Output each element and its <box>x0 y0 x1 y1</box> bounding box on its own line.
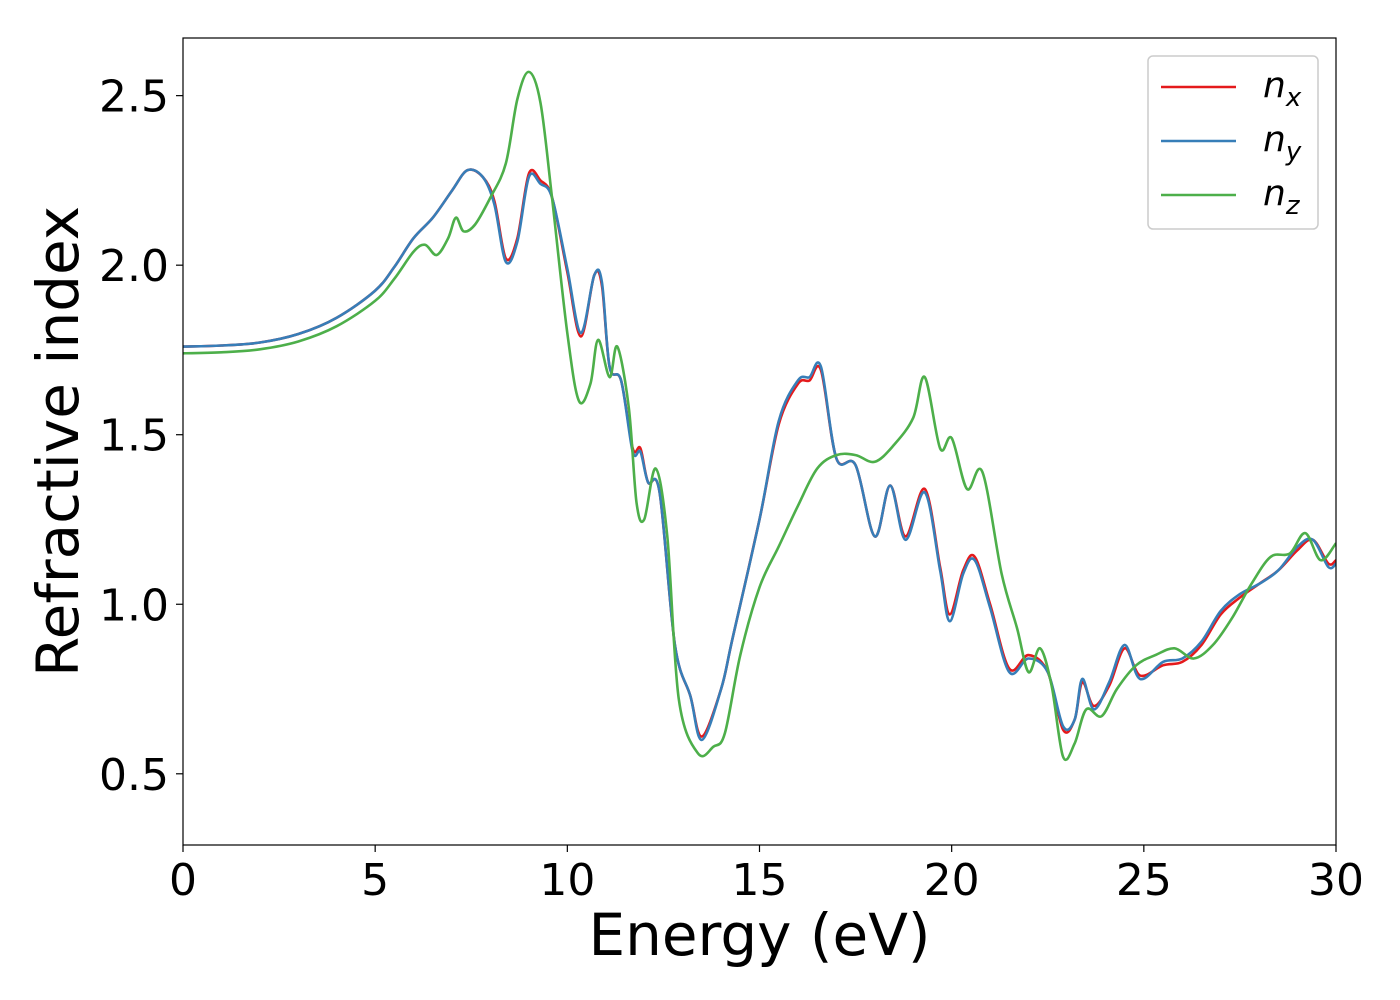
x-tick-label: 20 <box>924 855 980 906</box>
y-tick-label: 0.5 <box>99 750 169 801</box>
legend-box <box>1147 55 1319 230</box>
series-layer <box>183 70 1336 762</box>
y-tick-label: 2.0 <box>99 241 169 292</box>
ticks-layer: 0 5 10 15 20 25 30 0.5 1.0 1.5 2.0 2.5 <box>99 72 1364 906</box>
y-tick-label: 2.5 <box>99 72 169 123</box>
x-tick-label: 0 <box>169 855 197 906</box>
legend-subscript: y <box>1285 137 1302 167</box>
series-line-ny <box>183 168 1336 742</box>
x-tick-label: 30 <box>1308 855 1364 906</box>
x-tick-label: 15 <box>732 855 788 906</box>
legend-subscript: x <box>1285 83 1302 113</box>
x-axis-label: Energy (eV) <box>588 901 930 969</box>
series-line-nz <box>183 70 1336 762</box>
y-tick-label: 1.0 <box>99 580 169 631</box>
y-tick-label: 1.5 <box>99 411 169 462</box>
x-tick-label: 25 <box>1116 855 1172 906</box>
x-tick-label: 10 <box>539 855 595 906</box>
x-tick-label: 5 <box>361 855 389 906</box>
y-axis-label: Refractive index <box>24 206 92 677</box>
legend-label-nx: nx <box>1263 65 1302 113</box>
legend-subscript: z <box>1285 191 1301 221</box>
